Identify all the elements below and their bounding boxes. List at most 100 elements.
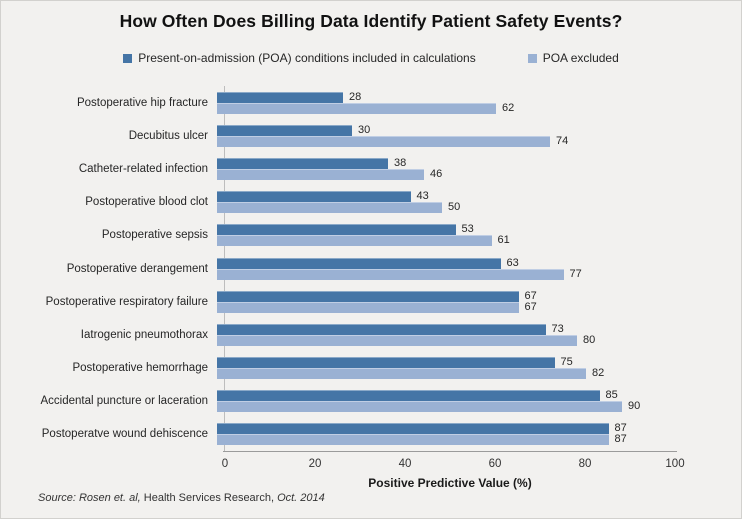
- bar-poa-included: [217, 390, 600, 402]
- value-label: 87: [614, 433, 627, 446]
- bar-poa-included: [217, 423, 609, 435]
- bar-poa-included: [217, 91, 343, 103]
- bar-poa-included: [217, 124, 352, 136]
- value-label: 28: [349, 90, 362, 103]
- value-label: 30: [358, 123, 371, 136]
- legend-swatch-icon: [123, 53, 133, 63]
- chart-title: How Often Does Billing Data Identify Pat…: [119, 11, 623, 31]
- bar-poa-excluded: [217, 434, 609, 446]
- chart-row: Postoperative blood clot 43 50: [2, 186, 740, 219]
- value-label: 62: [502, 101, 515, 114]
- value-label: 73: [551, 322, 564, 335]
- chart-row: Catheter-related infection 38 46: [2, 152, 740, 185]
- bar-poa-excluded: [217, 102, 496, 114]
- bar-poa-included: [217, 290, 519, 302]
- x-axis-label: Positive Predictive Value (%): [368, 476, 532, 490]
- plot-cell: 85 90: [217, 389, 667, 413]
- plot-cell: 28 62: [217, 90, 667, 114]
- x-tick-label: 100: [665, 458, 685, 470]
- chart-row: Iatrogenic pneumothorax 73 80: [2, 318, 740, 351]
- source-text: Source: Rosen et. al,: [38, 492, 141, 504]
- plot-cell: 53 61: [217, 223, 667, 247]
- value-label: 43: [416, 190, 429, 203]
- source-note: Source: Rosen et. al, Health Services Re…: [38, 492, 325, 504]
- chart-row: Postoperative respiratory failure 67 67: [2, 285, 740, 318]
- source-text: Health Services Research,: [140, 492, 275, 504]
- category-label: Postoperative blood clot: [85, 196, 208, 209]
- bar-poa-included: [217, 323, 546, 335]
- category-label: Catheter-related infection: [78, 162, 208, 175]
- value-label: 85: [605, 389, 618, 402]
- category-label: Postoperative hemorrhage: [72, 362, 208, 375]
- value-label: 87: [614, 422, 627, 435]
- bar-poa-excluded: [217, 202, 442, 214]
- value-label: 74: [556, 134, 569, 147]
- bar-poa-excluded: [217, 135, 550, 147]
- chart-row: Postoperative derangement 63 77: [2, 252, 740, 285]
- legend-item-poa-included: Present-on-admission (POA) conditions in…: [123, 51, 476, 65]
- legend-label: Present-on-admission (POA) conditions in…: [138, 51, 476, 65]
- category-label: Postoperative sepsis: [101, 229, 208, 242]
- value-label: 53: [461, 223, 474, 236]
- x-tick-label: 40: [398, 458, 412, 470]
- value-label: 46: [430, 167, 443, 180]
- bar-poa-included: [217, 191, 411, 203]
- bar-poa-excluded: [217, 334, 577, 346]
- category-label: Decubitus ulcer: [128, 129, 208, 142]
- plot-cell: 30 74: [217, 123, 667, 147]
- value-label: 67: [524, 300, 537, 313]
- value-label: 82: [592, 367, 605, 380]
- x-axis-line: [223, 451, 677, 452]
- chart-row: Accidental puncture or laceration 85 90: [2, 385, 740, 418]
- value-label: 50: [448, 201, 461, 214]
- chart-row: Postoperative hip fracture 28 62: [2, 86, 740, 119]
- plot-cell: 43 50: [217, 190, 667, 214]
- bar-poa-excluded: [217, 235, 492, 247]
- value-label: 63: [506, 256, 519, 269]
- plot-cell: 67 67: [217, 289, 667, 313]
- bar-poa-excluded: [217, 268, 564, 280]
- plot-cell: 73 80: [217, 322, 667, 346]
- x-tick-label: 20: [308, 458, 322, 470]
- category-label: Postoperatve wound dehiscence: [41, 428, 208, 441]
- legend-swatch-icon: [527, 53, 537, 63]
- plot-cell: 87 87: [217, 422, 667, 446]
- x-tick-label: 0: [221, 458, 229, 470]
- x-tick-label: 60: [488, 458, 502, 470]
- value-label: 90: [628, 400, 641, 413]
- plot-cell: 38 46: [217, 156, 667, 180]
- value-label: 67: [524, 289, 537, 302]
- bar-poa-excluded: [217, 168, 424, 180]
- chart-row: Postoperative sepsis 53 61: [2, 219, 740, 252]
- chart-legend: Present-on-admission (POA) conditions in…: [1, 51, 741, 65]
- x-tick-label: 80: [578, 458, 592, 470]
- bar-poa-excluded: [217, 368, 586, 380]
- plot-cell: 75 82: [217, 356, 667, 380]
- bar-poa-included: [217, 224, 456, 236]
- bar-poa-excluded: [217, 401, 622, 413]
- bar-poa-included: [217, 357, 555, 369]
- value-label: 38: [394, 156, 407, 169]
- legend-item-poa-excluded: POA excluded: [527, 51, 619, 65]
- value-label: 77: [569, 267, 582, 280]
- bar-poa-included: [217, 157, 388, 169]
- chart-row: Decubitus ulcer 30 74: [2, 119, 740, 152]
- source-text: Oct. 2014: [274, 492, 325, 504]
- category-label: Postoperative hip fracture: [76, 96, 208, 109]
- value-label: 80: [583, 333, 596, 346]
- category-label: Accidental puncture or laceration: [40, 395, 209, 408]
- value-label: 61: [497, 234, 510, 247]
- bar-poa-excluded: [217, 301, 519, 313]
- category-label: Postoperative respiratory failure: [45, 295, 208, 308]
- value-label: 75: [560, 356, 573, 369]
- category-label: Iatrogenic pneumothorax: [80, 328, 208, 341]
- chart-row: Postoperative hemorrhage 75 82: [2, 352, 740, 385]
- chart-row: Postoperatve wound dehiscence 87 87: [2, 418, 740, 451]
- legend-label: POA excluded: [542, 51, 619, 65]
- bar-poa-included: [217, 257, 501, 269]
- plot-cell: 63 77: [217, 256, 667, 280]
- category-label: Postoperative derangement: [66, 262, 208, 275]
- bar-rows: Postoperative hip fracture 28 62 Decubitus …: [2, 86, 740, 451]
- x-axis-ticks: 0 20 40 60 80 100: [221, 458, 685, 472]
